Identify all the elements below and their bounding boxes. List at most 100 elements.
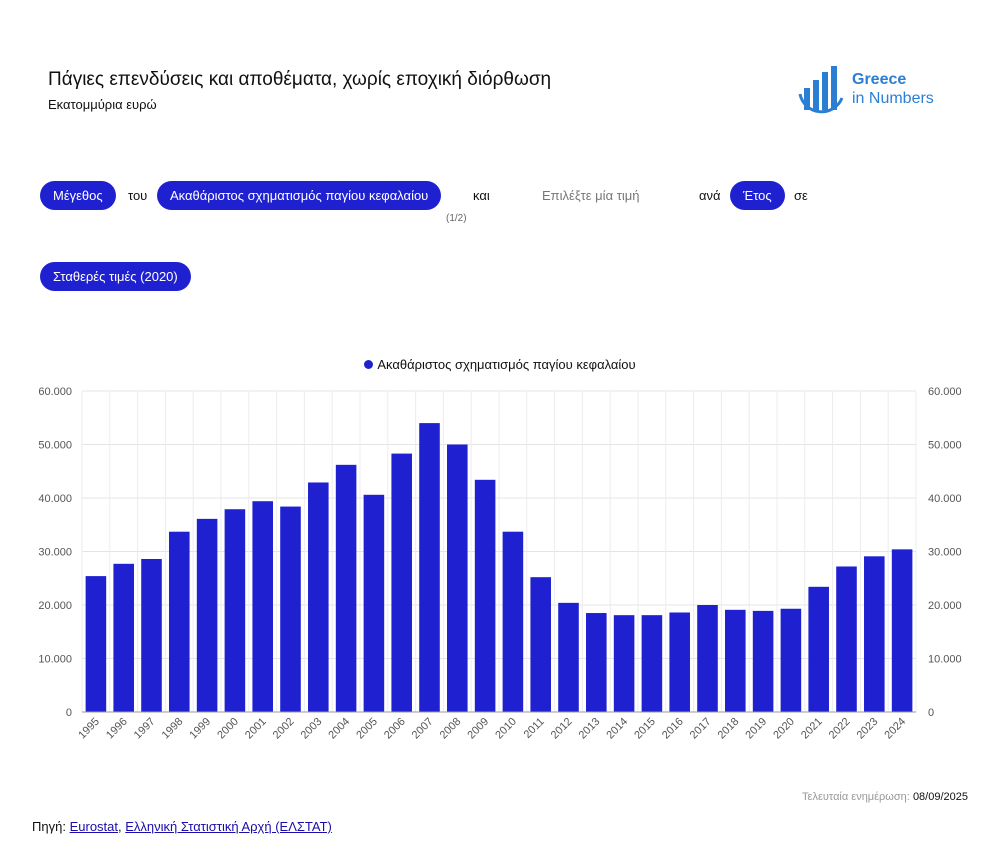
source-label: Πηγή: (32, 819, 66, 834)
logo-bars-icon (798, 66, 844, 114)
bar-2004 (335, 464, 357, 712)
x-tick-label-2022: 2022 (827, 716, 853, 742)
y-tick-label-right: 60.000 (928, 386, 962, 398)
x-tick-label-2014: 2014 (604, 716, 630, 742)
x-tick-label-2021: 2021 (799, 716, 825, 742)
x-tick-label-1996: 1996 (104, 716, 130, 742)
y-tick-label-right: 20.000 (928, 600, 962, 612)
bar-2013 (586, 613, 607, 712)
x-tick-label-2023: 2023 (855, 716, 881, 742)
bar-2010 (502, 531, 524, 712)
bar-2021 (808, 586, 829, 712)
y-tick-label-left: 40.000 (38, 493, 72, 505)
y-tick-label-left: 20.000 (38, 600, 72, 612)
last-updated: Τελευταία ενημέρωση: 08/09/2025 (802, 791, 968, 803)
y-tick-label-left: 0 (66, 707, 72, 719)
page-title: Πάγιες επενδύσεις και αποθέματα, χωρίς ε… (48, 69, 552, 90)
source-link-eurostat[interactable]: Eurostat (69, 819, 119, 834)
bar-1999 (196, 518, 218, 712)
y-tick-label-right: 40.000 (928, 493, 962, 505)
bar-2011 (530, 577, 551, 712)
bar-2016 (669, 612, 690, 712)
logo[interactable]: Greece in Numbers (798, 64, 958, 116)
last-updated-date: 08/09/2025 (912, 791, 968, 803)
y-tick-label-left: 50.000 (38, 440, 72, 452)
source-line: Πηγή: Eurostat, Ελληνική Στατιστική Αρχή… (32, 819, 332, 834)
x-tick-label-2018: 2018 (716, 716, 742, 742)
y-tick-label-right: 30.000 (928, 547, 962, 559)
y-tick-label-left: 30.000 (38, 547, 72, 559)
y-tick-label-left: 60.000 (38, 386, 72, 398)
x-tick-label-2003: 2003 (299, 716, 325, 742)
x-tick-label-2005: 2005 (354, 716, 380, 742)
x-tick-label-1997: 1997 (132, 716, 158, 742)
x-tick-label-2006: 2006 (382, 716, 408, 742)
x-tick-label-2020: 2020 (771, 716, 797, 742)
bar-2000 (224, 509, 246, 712)
word-se: σε (794, 188, 808, 203)
bar-2007 (419, 423, 440, 712)
bar-2018 (725, 609, 746, 712)
bar-2014 (613, 615, 635, 712)
x-tick-label-2010: 2010 (493, 716, 519, 742)
bar-2001 (252, 501, 273, 712)
x-tick-label-2000: 2000 (215, 716, 241, 742)
bar-2017 (697, 605, 718, 712)
bar-2009 (474, 479, 496, 712)
x-tick-label-2007: 2007 (410, 716, 436, 742)
last-updated-label: Τελευταία ενημέρωση: (802, 791, 910, 803)
bar-2023 (864, 556, 885, 712)
y-tick-label-right: 10.000 (928, 654, 962, 666)
word-kai: και (473, 188, 490, 203)
x-tick-label-1995: 1995 (76, 716, 102, 742)
x-tick-label-2004: 2004 (326, 716, 352, 742)
bar-2015 (641, 615, 663, 712)
source-link-elstat[interactable]: Ελληνική Στατιστική Αρχή (ΕΛΣΤΑΤ) (125, 819, 332, 834)
x-tick-label-2015: 2015 (632, 716, 658, 742)
word-ana: ανά (699, 188, 721, 203)
bar-2024 (891, 549, 913, 712)
y-tick-label-left: 10.000 (38, 654, 72, 666)
bar-2003 (308, 482, 329, 712)
source-separator: , (118, 819, 122, 834)
bar-2005 (363, 494, 385, 712)
x-tick-label-2016: 2016 (660, 716, 686, 742)
x-tick-label-2024: 2024 (882, 716, 908, 742)
word-tou: του (128, 188, 148, 203)
x-tick-label-2019: 2019 (743, 716, 769, 742)
x-tick-label-2002: 2002 (271, 716, 297, 742)
chart-legend[interactable]: Ακαθάριστος σχηματισμός παγίου κεφαλαίου (0, 357, 1000, 372)
bar-2008 (447, 444, 468, 712)
measure-selector[interactable]: Μέγεθος (40, 181, 116, 210)
bar-chart: 0 0 10.000 10.000 20.000 20.000 30.000 30.000 40… (38, 386, 962, 742)
second-series-select[interactable]: Επιλέξτε μία τιμή (542, 188, 640, 203)
x-tick-label-1998: 1998 (160, 716, 186, 742)
bar-2022 (836, 566, 857, 712)
legend-label: Ακαθάριστος σχηματισμός παγίου κεφαλαίου (377, 357, 636, 372)
prices-selector[interactable]: Σταθερές τιμές (2020) (40, 262, 191, 291)
x-tick-label-2012: 2012 (549, 716, 575, 742)
series-pager[interactable]: (1/2) (446, 213, 467, 224)
x-tick-label-2013: 2013 (577, 716, 603, 742)
logo-text-line1: Greece (852, 71, 907, 88)
period-selector[interactable]: Έτος (730, 181, 785, 210)
x-tick-label-2008: 2008 (438, 716, 464, 742)
x-tick-label-2017: 2017 (688, 716, 714, 742)
y-tick-label-right: 0 (928, 707, 934, 719)
bar-1995 (85, 576, 107, 712)
page-subtitle: Εκατομμύρια ευρώ (48, 97, 157, 112)
bar-1997 (141, 558, 162, 712)
series-selector[interactable]: Ακαθάριστος σχηματισμός παγίου κεφαλαίου (157, 181, 442, 210)
x-tick-label-2011: 2011 (522, 716, 547, 741)
x-tick-label-2009: 2009 (465, 716, 491, 742)
bar-2019 (752, 610, 774, 712)
bar-2002 (280, 506, 301, 712)
bar-1996 (113, 563, 134, 712)
bar-1998 (169, 531, 190, 712)
logo-text-line2: in Numbers (852, 90, 934, 107)
bar-2012 (558, 602, 579, 712)
x-tick-label-1999: 1999 (187, 716, 213, 742)
x-tick-label-2001: 2001 (243, 716, 269, 742)
bar-2006 (391, 453, 412, 712)
legend-marker (364, 360, 374, 369)
